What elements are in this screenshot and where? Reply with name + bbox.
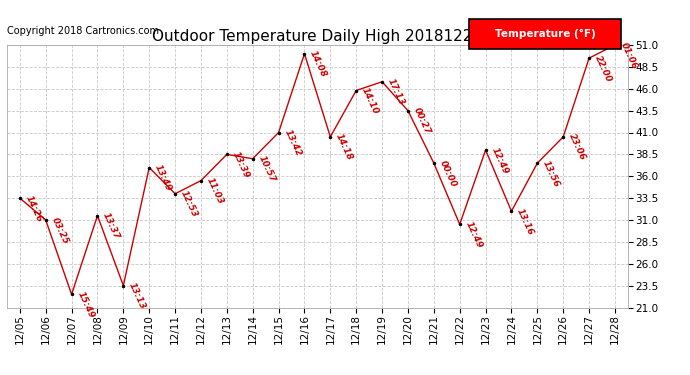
Text: 13:39: 13:39 <box>230 150 251 180</box>
Text: 14:10: 14:10 <box>360 86 380 116</box>
Text: Copyright 2018 Cartronics.com: Copyright 2018 Cartronics.com <box>7 26 159 36</box>
Text: 22:00: 22:00 <box>593 54 613 84</box>
Text: 12:49: 12:49 <box>489 146 510 176</box>
Text: 11:03: 11:03 <box>205 176 225 206</box>
Text: 13:37: 13:37 <box>101 211 121 241</box>
Text: 00:27: 00:27 <box>412 106 432 136</box>
Text: 13:42: 13:42 <box>282 128 303 158</box>
Text: 13:56: 13:56 <box>541 159 562 189</box>
Text: 03:25: 03:25 <box>50 216 70 245</box>
Text: 10:57: 10:57 <box>257 154 277 184</box>
Text: 13:16: 13:16 <box>515 207 535 237</box>
Text: 14:26: 14:26 <box>23 194 44 224</box>
Title: Outdoor Temperature Daily High 20181229: Outdoor Temperature Daily High 20181229 <box>152 29 482 44</box>
Text: 17:13: 17:13 <box>386 77 406 107</box>
Text: 23:06: 23:06 <box>567 132 587 162</box>
Text: 12:53: 12:53 <box>179 189 199 219</box>
Text: 13:13: 13:13 <box>127 281 148 311</box>
Text: 14:08: 14:08 <box>308 50 328 79</box>
Text: 15:49: 15:49 <box>75 290 96 320</box>
Text: 12:49: 12:49 <box>464 220 484 250</box>
Text: 14:18: 14:18 <box>334 132 355 162</box>
Text: Temperature (°F): Temperature (°F) <box>495 29 595 39</box>
Text: 13:49: 13:49 <box>153 163 173 193</box>
Text: 01:06: 01:06 <box>619 40 639 70</box>
Text: 00:00: 00:00 <box>437 159 458 189</box>
